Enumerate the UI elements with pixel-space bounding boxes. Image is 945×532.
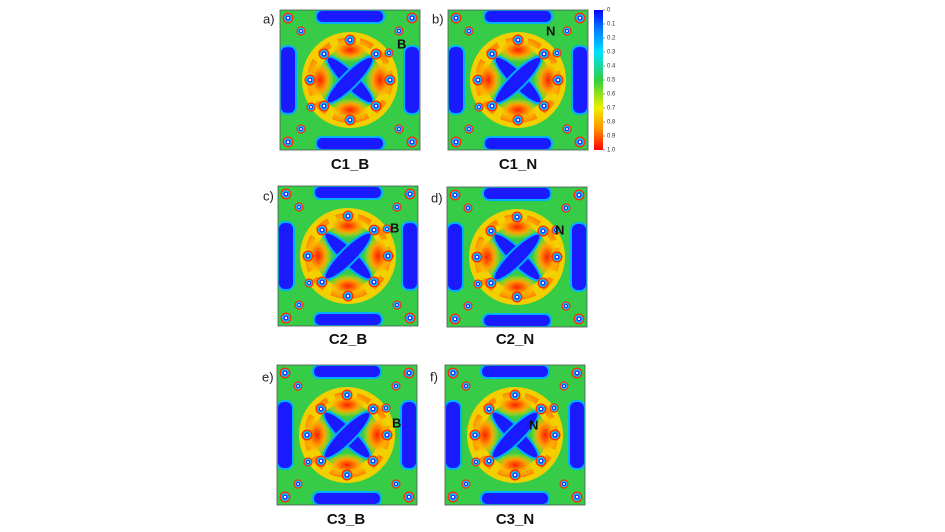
- colorbar-tick-label: 0.3: [607, 50, 616, 56]
- panel-label: d): [431, 190, 443, 205]
- colorbar-tick-label: 0.1: [607, 22, 616, 28]
- panel-caption: C1_B: [331, 156, 370, 173]
- atom-label: N: [546, 23, 555, 38]
- elf-map: [278, 186, 418, 326]
- atom-label: B: [392, 415, 401, 430]
- colorbar: [594, 10, 603, 150]
- panel-caption: C2_N: [496, 331, 534, 348]
- panel-caption: C3_B: [327, 511, 366, 528]
- atom-label: B: [397, 36, 406, 51]
- panel-caption: C3_N: [496, 511, 534, 528]
- panel-label: b): [432, 11, 444, 26]
- map-border: [447, 9, 589, 151]
- map-border: [444, 364, 586, 506]
- panel-label: a): [263, 11, 275, 26]
- colorbar-tick-label: 1.0: [607, 148, 616, 154]
- atom-label: N: [555, 222, 564, 237]
- map-border: [276, 364, 418, 506]
- panel-label: f): [430, 369, 438, 384]
- atom-label: B: [390, 220, 399, 235]
- map-border: [277, 185, 419, 327]
- map-border: [279, 9, 421, 151]
- panel-caption: C2_B: [329, 331, 368, 348]
- colorbar-tick-label: 0.5: [607, 78, 616, 84]
- panel-label: c): [263, 188, 274, 203]
- colorbar-tick-label: 0.8: [607, 120, 616, 126]
- colorbar-tick-label: 0.7: [607, 106, 616, 112]
- panel-label: e): [262, 369, 274, 384]
- colorbar-tick-label: 0: [607, 8, 611, 14]
- panel-caption: C1_N: [499, 156, 537, 173]
- elf-map: [280, 10, 420, 150]
- colorbar-tick-label: 0.6: [607, 92, 616, 98]
- atom-label: N: [529, 417, 538, 432]
- colorbar-tick-label: 0.9: [607, 134, 616, 140]
- elf-map: [445, 365, 585, 505]
- colorbar-tick-label: 0.4: [607, 64, 616, 70]
- elf-map: [447, 187, 587, 327]
- elf-map: [448, 10, 588, 150]
- elf-map: [277, 365, 417, 505]
- map-border: [446, 186, 588, 328]
- colorbar-tick-label: 0.2: [607, 36, 616, 42]
